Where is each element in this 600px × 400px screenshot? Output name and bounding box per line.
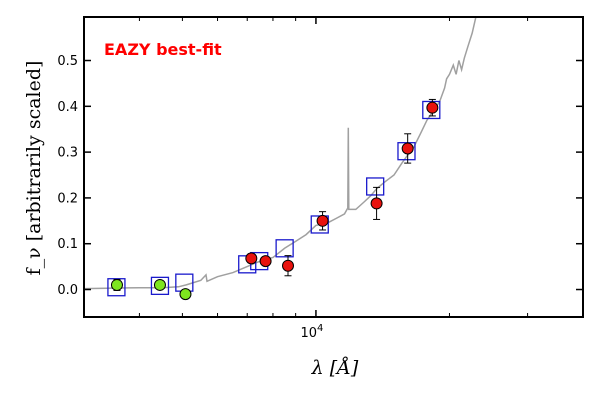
- y-tick-label-2: 0.2: [57, 191, 78, 206]
- y-tick-label-0: 0.0: [57, 283, 78, 298]
- y-tick-label-1: 0.1: [57, 237, 78, 252]
- observed-red-point-0: [245, 252, 258, 265]
- observed-red-point-6: [426, 101, 439, 114]
- y-tick-label-4: 0.4: [57, 100, 78, 115]
- observed-red-point-1: [259, 255, 272, 268]
- observed-green-point-1: [153, 278, 166, 291]
- observed-green-point-0: [110, 278, 123, 291]
- x-tick-label-exponent-0: 4: [317, 323, 323, 334]
- x-tick-label-0: 104: [300, 323, 323, 341]
- plot-frame: [83, 16, 584, 318]
- observed-red-point-2: [282, 259, 295, 272]
- y-tick-label-3: 0.3: [57, 146, 78, 161]
- y-axis: 0.0 0.1 0.2 0.3 0.4 0.5: [57, 54, 583, 298]
- model-photometry-box-7: [366, 177, 385, 196]
- model-photometry-box-1: [150, 276, 170, 296]
- observed-red-point-4: [370, 197, 383, 210]
- model-spectrum-line: [84, 17, 477, 290]
- model-photometry-box-0: [107, 278, 126, 297]
- y-tick-label-5: 0.5: [57, 54, 78, 69]
- y-axis-label: f_ν [arbitrarily scaled]: [23, 61, 45, 276]
- plot-area: [84, 17, 477, 301]
- x-axis: 104: [138, 17, 529, 341]
- model-photometry-box-9: [422, 100, 441, 120]
- observed-red-point-5: [401, 142, 414, 155]
- annotation-label: EAZY best-fit: [104, 40, 222, 59]
- observed-red-point-3: [316, 214, 329, 227]
- observed-green-point-2: [179, 288, 192, 301]
- x-axis-label: λ [Å]: [311, 357, 359, 379]
- model-photometry-box-5: [275, 239, 294, 258]
